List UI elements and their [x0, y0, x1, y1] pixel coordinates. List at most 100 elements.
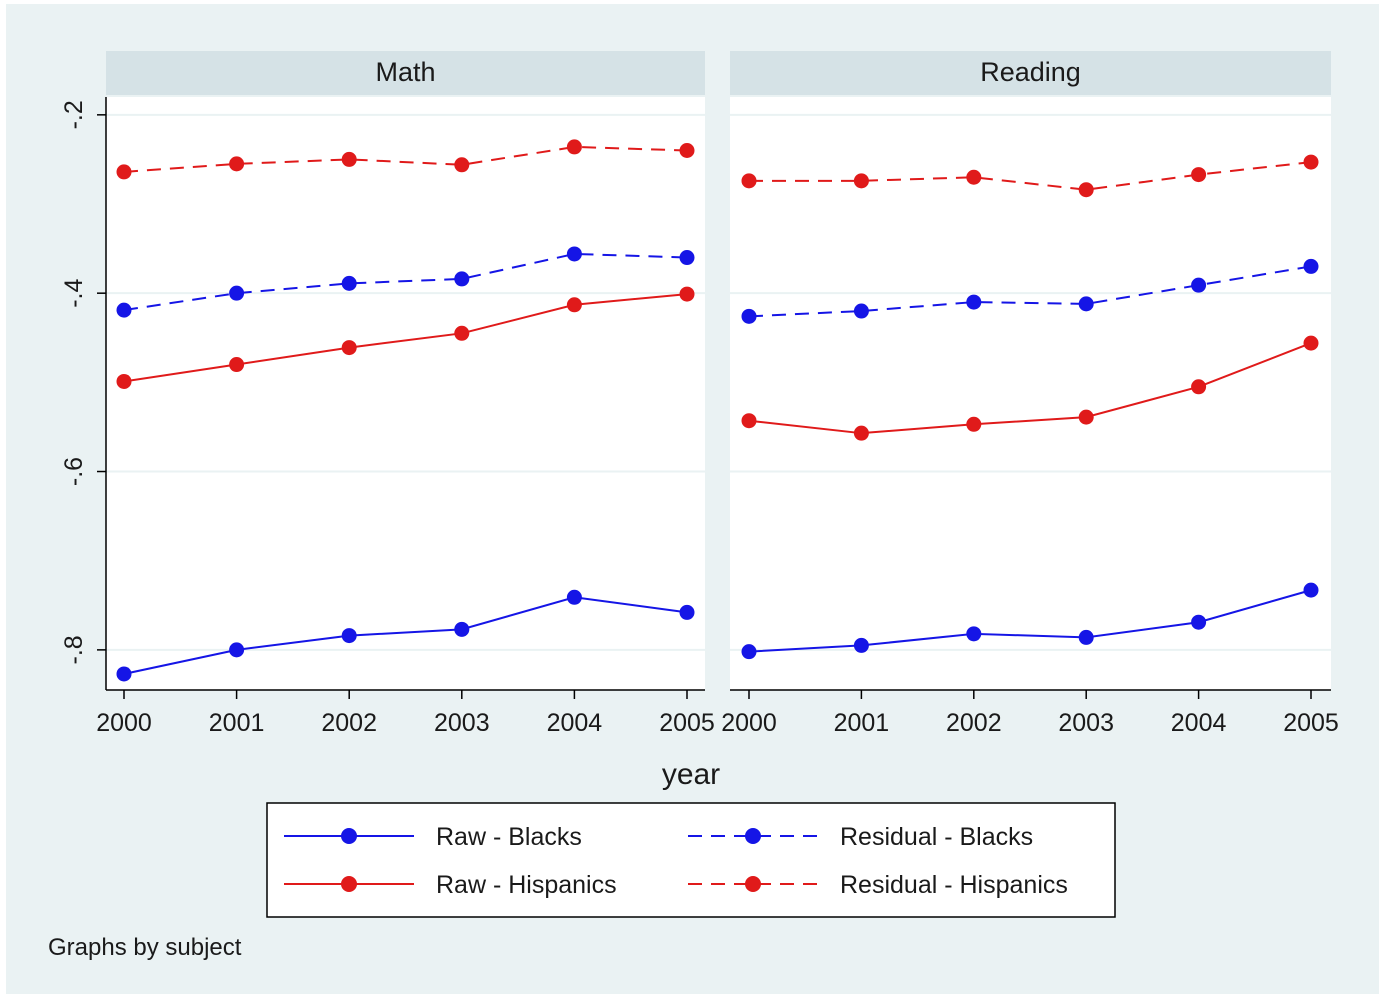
- data-point-raw_hispanics: [853, 425, 869, 441]
- data-point-raw_blacks: [341, 628, 357, 644]
- data-point-raw_hispanics: [1078, 409, 1094, 425]
- panel-math-y-ticks: -.2 -.4 -.6 -.8: [60, 100, 106, 664]
- data-point-res_blacks: [966, 294, 982, 310]
- panel-reading: Reading 2000 2001 2002 2003 2004 2005: [721, 51, 1339, 737]
- y-tick-label: -.6: [60, 457, 88, 486]
- data-point-raw_blacks: [116, 666, 132, 682]
- series-line-res_blacks: [748, 265, 1312, 318]
- data-point-res_hispanics: [966, 169, 982, 185]
- data-point-res_blacks: [1191, 277, 1207, 293]
- data-point-res_hispanics: [566, 139, 582, 155]
- data-point-res_hispanics: [1078, 182, 1094, 198]
- data-point-raw_hispanics: [1303, 335, 1319, 351]
- x-axis-title: year: [662, 758, 720, 791]
- series-line-res_blacks: [123, 252, 688, 312]
- x-tick-label: 2005: [659, 709, 715, 737]
- legend-label: Residual - Blacks: [840, 823, 1033, 851]
- data-point-res_blacks: [229, 285, 245, 301]
- data-point-res_blacks: [116, 302, 132, 318]
- x-tick-label: 2001: [209, 709, 265, 737]
- panel-reading-series: [741, 154, 1319, 660]
- panel-reading-gridlines: [730, 113, 1331, 651]
- data-point-raw_hispanics: [1191, 379, 1207, 395]
- data-point-res_hispanics: [1191, 167, 1207, 183]
- data-point-res_blacks: [853, 303, 869, 319]
- data-point-res_hispanics: [679, 143, 695, 159]
- panel-math-gridlines: [106, 113, 705, 651]
- data-point-res_blacks: [566, 246, 582, 262]
- data-point-res_blacks: [679, 250, 695, 266]
- series-line-res_hispanics: [123, 145, 688, 173]
- legend: Raw - Blacks Residual - Blacks Raw - Hispa…: [266, 802, 1116, 918]
- graphs-by-note: Graphs by subject: [48, 934, 242, 961]
- panel-reading-x-ticks: 2000 2001 2002 2003 2004 2005: [721, 690, 1339, 737]
- x-tick-label: 2003: [1058, 709, 1114, 737]
- series-line-raw_hispanics: [123, 293, 688, 383]
- legend-swatch-marker: [745, 828, 761, 844]
- panel-reading-title: Reading: [980, 57, 1081, 87]
- series-line-raw_blacks: [123, 596, 688, 675]
- x-tick-label: 2000: [721, 709, 777, 737]
- data-point-res_hispanics: [853, 173, 869, 189]
- data-point-res_hispanics: [116, 164, 132, 180]
- data-point-res_hispanics: [1303, 154, 1319, 170]
- x-tick-label: 2004: [547, 709, 603, 737]
- data-point-res_blacks: [1303, 258, 1319, 274]
- panel-math-strip: [106, 51, 705, 95]
- legend-label: Raw - Hispanics: [436, 871, 617, 899]
- legend-items: Raw - Blacks Residual - Blacks Raw - Hispa…: [284, 823, 1068, 899]
- data-point-raw_blacks: [741, 644, 757, 660]
- data-point-res_hispanics: [229, 156, 245, 172]
- series-line-raw_hispanics: [748, 342, 1312, 435]
- panel-math-plot-area: [106, 97, 705, 690]
- data-point-raw_hispanics: [679, 286, 695, 302]
- data-point-raw_hispanics: [341, 340, 357, 356]
- data-point-res_blacks: [454, 271, 470, 287]
- x-tick-label: 2003: [434, 709, 490, 737]
- data-point-res_blacks: [741, 308, 757, 324]
- data-point-res_blacks: [1078, 296, 1094, 312]
- data-point-res_hispanics: [741, 173, 757, 189]
- data-point-res_blacks: [341, 275, 357, 291]
- data-point-raw_hispanics: [229, 357, 245, 373]
- series-line-raw_blacks: [748, 589, 1312, 653]
- x-tick-label: 2001: [834, 709, 890, 737]
- data-point-res_hispanics: [341, 151, 357, 167]
- data-point-raw_blacks: [853, 637, 869, 653]
- x-tick-label: 2002: [946, 709, 1002, 737]
- legend-box: [266, 802, 1116, 918]
- data-point-raw_blacks: [454, 621, 470, 637]
- data-point-raw_blacks: [1078, 629, 1094, 645]
- panel-reading-plot-area: [730, 97, 1331, 690]
- x-tick-label: 2004: [1171, 709, 1227, 737]
- data-point-raw_blacks: [1303, 582, 1319, 598]
- panel-math-series: [116, 139, 695, 682]
- data-point-raw_hispanics: [741, 413, 757, 429]
- data-point-res_hispanics: [454, 157, 470, 173]
- series-line-res_hispanics: [749, 161, 1312, 191]
- legend-label: Residual - Hispanics: [840, 871, 1068, 899]
- y-tick-label: -.4: [60, 279, 88, 308]
- x-tick-label: 2002: [321, 709, 377, 737]
- panel-math: Math -.2-.4-.6-.8 2000 2001 2002 2003 2004 20…: [60, 51, 715, 737]
- x-tick-label: 2000: [96, 709, 152, 737]
- data-point-raw_hispanics: [566, 297, 582, 313]
- data-point-raw_blacks: [966, 626, 982, 642]
- panel-reading-strip: [730, 51, 1331, 95]
- data-point-raw_blacks: [679, 604, 695, 620]
- data-point-raw_blacks: [1191, 614, 1207, 630]
- legend-label: Raw - Blacks: [436, 823, 582, 851]
- data-point-raw_hispanics: [454, 325, 470, 341]
- legend-swatch-marker: [341, 828, 357, 844]
- data-point-raw_blacks: [566, 589, 582, 605]
- legend-swatch-marker: [745, 876, 761, 892]
- data-point-raw_hispanics: [966, 416, 982, 432]
- data-point-raw_blacks: [229, 642, 245, 658]
- data-point-raw_hispanics: [116, 373, 132, 389]
- panel-math-title: Math: [375, 57, 435, 87]
- panel-math-x-ticks: 2000 2001 2002 2003 2004 2005: [96, 690, 715, 737]
- x-tick-label: 2005: [1283, 709, 1339, 737]
- y-tick-label: -.2: [60, 100, 88, 129]
- legend-swatch-marker: [341, 876, 357, 892]
